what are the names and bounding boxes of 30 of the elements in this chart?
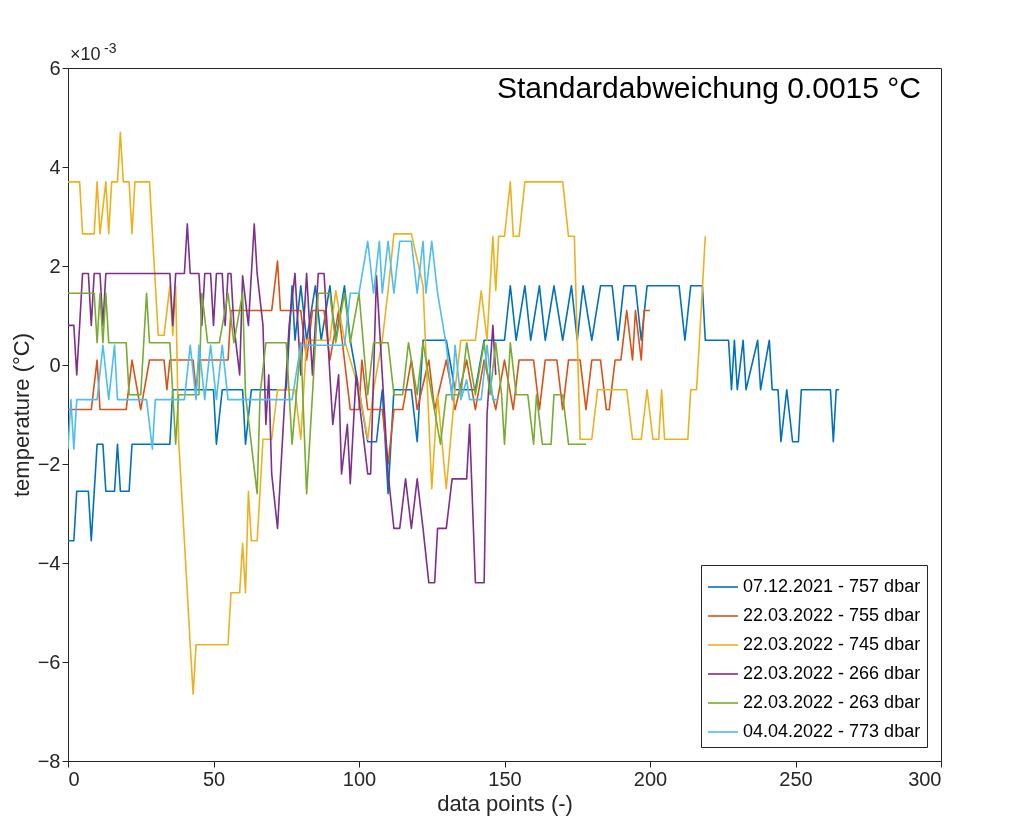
legend-label: 22.03.2022 - 263 dbar	[743, 692, 921, 712]
x-tick-label: 300	[908, 767, 942, 790]
y-tick-label: −6	[37, 650, 61, 673]
y-tick-label: 0	[49, 353, 61, 376]
legend-label: 07.12.2021 - 757 dbar	[743, 576, 921, 596]
line-series	[68, 240, 500, 450]
y-tick-label: −8	[37, 749, 61, 772]
legend-label: 22.03.2022 - 745 dbar	[743, 634, 921, 654]
line-series	[68, 292, 587, 495]
line-series	[68, 131, 707, 695]
x-tick-label: 250	[779, 767, 813, 790]
y-tick-label: 6	[49, 56, 61, 79]
x-tick-label: 0	[68, 767, 80, 790]
y-tick-label: −2	[37, 452, 61, 475]
y-tick-label: 2	[49, 254, 61, 277]
legend-label: 22.03.2022 - 266 dbar	[743, 663, 921, 683]
legend-label: 22.03.2022 - 755 dbar	[743, 605, 921, 625]
y-tick-label: −4	[37, 551, 61, 574]
x-tick-label: 150	[488, 767, 522, 790]
x-tick-label: 50	[202, 767, 226, 790]
annotation: Standardabweichung 0.0015 °C	[497, 71, 921, 104]
x-tick-label: 100	[342, 767, 377, 790]
line-series	[68, 260, 651, 465]
line-series	[68, 223, 497, 584]
y-tick-label: 4	[49, 155, 61, 178]
legend-label: 04.04.2022 - 773 dbar	[743, 721, 921, 741]
x-axis-title: data points (-)	[437, 790, 573, 816]
y-axis-title: temperature (°C)	[8, 332, 34, 498]
line-series	[68, 285, 840, 542]
x-tick-label: 200	[633, 767, 668, 790]
